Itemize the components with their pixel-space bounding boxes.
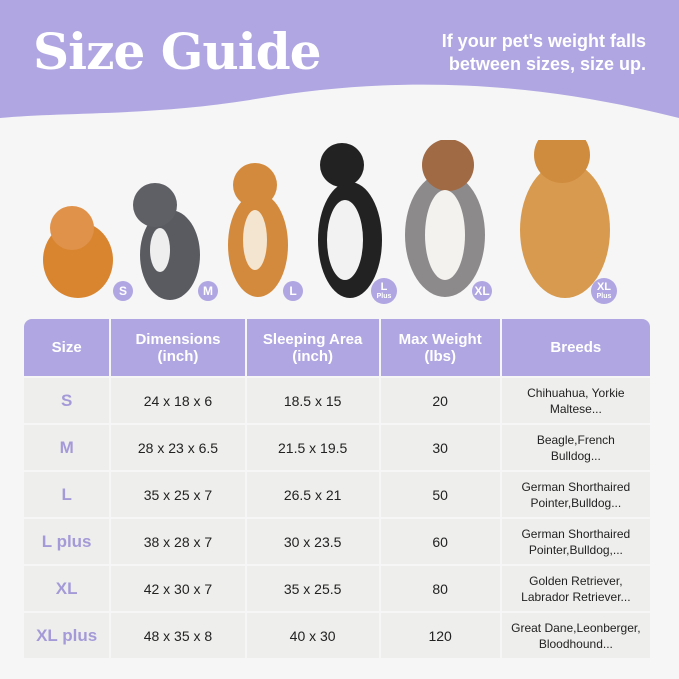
dimensions-cell: 24 x 18 x 6	[111, 378, 245, 423]
sleeping-area-cell: 18.5 x 15	[246, 378, 379, 423]
column-header: Sleeping Area (inch)	[246, 319, 379, 376]
column-header: Max Weight (lbs)	[380, 319, 500, 376]
dimensions-cell: 42 x 30 x 7	[111, 566, 245, 611]
size-cell: M	[24, 425, 110, 470]
dimensions-cell: 35 x 25 x 7	[111, 472, 245, 517]
dimensions-cell: 38 x 28 x 7	[111, 519, 245, 564]
table-row: M 28 x 23 x 6.5 21.5 x 19.5 30 Beagle,Fr…	[24, 425, 650, 470]
breeds-cell: German Shorthaired Pointer,Bulldog,...	[501, 519, 650, 564]
dog-lplus-image	[318, 143, 382, 298]
column-header: Breeds	[501, 319, 650, 376]
max-weight-cell: 80	[380, 566, 500, 611]
max-weight-cell: 50	[380, 472, 500, 517]
breeds-cell: Chihuahua, Yorkie Maltese...	[501, 378, 650, 423]
size-badge: M	[198, 281, 218, 301]
size-badge: XL Plus	[591, 278, 617, 304]
max-weight-cell: 60	[380, 519, 500, 564]
table-row: L plus 38 x 28 x 7 30 x 23.5 60 German S…	[24, 519, 650, 564]
dog-m-image	[133, 183, 200, 300]
size-cell: XL plus	[24, 613, 110, 658]
size-table: Size Dimensions (inch) Sleeping Area (inch) M…	[22, 317, 652, 660]
size-cell: L plus	[24, 519, 110, 564]
breeds-cell: Golden Retriever, Labrador Retriever...	[501, 566, 650, 611]
max-weight-cell: 30	[380, 425, 500, 470]
sleeping-area-cell: 40 x 30	[246, 613, 379, 658]
breeds-cell: German Shorthaired Pointer,Bulldog...	[501, 472, 650, 517]
size-badge: L Plus	[371, 278, 397, 304]
breeds-cell: Great Dane,Leonberger, Bloodhound...	[501, 613, 650, 658]
dogs-illustration	[43, 140, 610, 300]
sleeping-area-cell: 21.5 x 19.5	[246, 425, 379, 470]
dog-xlplus-image	[520, 140, 610, 298]
sleeping-area-cell: 26.5 x 21	[246, 472, 379, 517]
dog-xl-image	[405, 140, 485, 297]
size-note: If your pet's weight falls between sizes…	[441, 31, 646, 74]
max-weight-cell: 120	[380, 613, 500, 658]
sleeping-area-cell: 30 x 23.5	[246, 519, 379, 564]
page-title: Size Guide	[33, 22, 322, 81]
dimensions-cell: 28 x 23 x 6.5	[111, 425, 245, 470]
column-header: Size	[24, 319, 110, 376]
sleeping-area-cell: 35 x 25.5	[246, 566, 379, 611]
size-badge: S	[113, 281, 133, 301]
dog-l-image	[228, 163, 288, 297]
max-weight-cell: 20	[380, 378, 500, 423]
size-cell: L	[24, 472, 110, 517]
size-badge: XL	[472, 281, 492, 301]
table-row: XL 42 x 30 x 7 35 x 25.5 80 Golden Retri…	[24, 566, 650, 611]
table-row: XL plus 48 x 35 x 8 40 x 30 120 Great Da…	[24, 613, 650, 658]
breeds-cell: Beagle,French Bulldog...	[501, 425, 650, 470]
size-cell: S	[24, 378, 110, 423]
dog-s-image	[43, 206, 113, 298]
table-row: S 24 x 18 x 6 18.5 x 15 20 Chihuahua, Yo…	[24, 378, 650, 423]
table-row: L 35 x 25 x 7 26.5 x 21 50 German Shorth…	[24, 472, 650, 517]
size-cell: XL	[24, 566, 110, 611]
header-banner	[0, 0, 679, 118]
size-badge: L	[283, 281, 303, 301]
dimensions-cell: 48 x 35 x 8	[111, 613, 245, 658]
column-header: Dimensions (inch)	[111, 319, 245, 376]
